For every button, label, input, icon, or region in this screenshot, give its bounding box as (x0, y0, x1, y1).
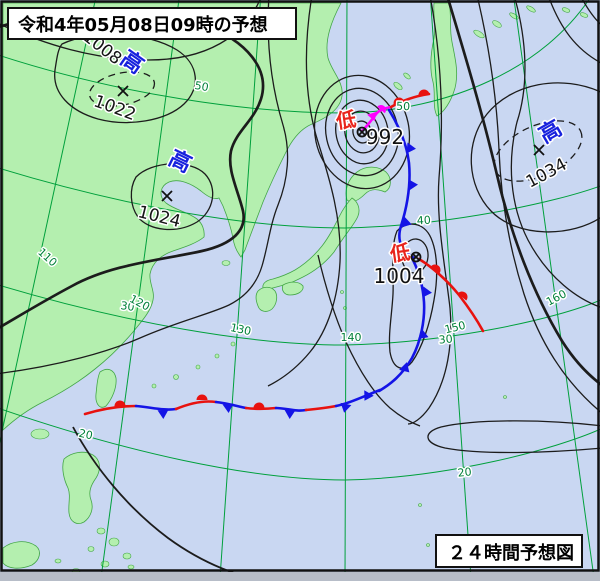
small-islands (30, 5, 589, 572)
coast-taiwan (95, 368, 117, 408)
low-pressure-992: 992 (366, 125, 404, 149)
stationary-front-warm-seg3 (244, 406, 278, 411)
isobar-east-1016 (477, 0, 600, 413)
cold-symbol (406, 142, 416, 154)
footer-box: ２４時間予想図 (435, 534, 583, 568)
isobar-ne-3 (582, 0, 600, 25)
meridian-160e (513, 0, 594, 572)
warm-front-1004 (417, 257, 485, 333)
low-symbol-1004: 低 (387, 240, 411, 267)
warm-front-symbols (114, 89, 468, 409)
isobar-ne-2 (549, 0, 600, 64)
occluded-symbol (367, 111, 377, 122)
cold-symbol (408, 179, 418, 191)
grid-label-140: 140 (341, 331, 362, 344)
grid-label-40: 40 (416, 214, 431, 228)
cold-front-symbols (157, 142, 432, 419)
isobar-1004-inner (401, 238, 429, 274)
high-center-marker (161, 190, 173, 202)
isobar-south-japan (317, 254, 421, 427)
parallel-40n (0, 167, 600, 229)
title-box: 令和4年05月08日09時の予想 (7, 7, 297, 40)
cold-symbol (340, 402, 352, 413)
meridian-110e (0, 0, 96, 444)
coast-shikoku (282, 281, 304, 296)
warm-symbol (457, 291, 468, 301)
parallel-20n (0, 408, 600, 481)
cold-symbol (157, 409, 169, 419)
isobar-992-r3 (335, 99, 389, 165)
footer-box-rect (435, 534, 583, 568)
cold-symbol (401, 216, 412, 228)
parallel-50n (0, 0, 590, 114)
cold-symbol (364, 390, 374, 401)
occluded-front-992 (360, 105, 393, 133)
grid-label-50: 50 (194, 79, 210, 94)
low-center-marker (356, 126, 368, 138)
meridian-140e (344, 0, 348, 572)
warm-symbol (393, 97, 405, 106)
high-center-marker (533, 144, 545, 156)
stationary-front-warm-seg1 (83, 404, 138, 416)
cold-symbol (422, 286, 432, 298)
occluded-front-symbols (367, 105, 386, 122)
cold-front-992 (387, 108, 416, 260)
bottom-strip (0, 572, 600, 581)
low-pressure-1004: 1004 (374, 264, 425, 288)
isobar-1024-ring (130, 163, 214, 231)
chart-title: 令和4年05月08日09時の予想 (17, 14, 268, 36)
stationary-front-cold-seg1 (134, 404, 178, 411)
warm-symbol (430, 264, 441, 274)
warm-symbol (418, 89, 430, 96)
stationary-front-cold-seg4 (334, 388, 382, 408)
high-center-marker (117, 85, 129, 97)
isobar-1020-east-bold (447, 0, 600, 386)
isobar-trough-west (267, 0, 341, 387)
grid-label-20: 20 (457, 465, 472, 479)
coast-sakhalin (430, 2, 458, 117)
coast-kyushu (255, 286, 278, 312)
coast-luzon (62, 451, 100, 524)
chart-type-label: ２４時間予想図 (448, 542, 574, 564)
stationary-front-cold-seg3 (274, 406, 308, 412)
isobar-ne-1 (510, 0, 600, 308)
isobar-992-r2 (344, 110, 380, 154)
warm-symbol (196, 394, 208, 400)
isobar-east-china (0, 0, 289, 374)
warm-symbol (114, 400, 126, 407)
cold-symbol (222, 403, 234, 413)
isobar-hairpin-se (427, 420, 600, 454)
title-box-rect (7, 7, 297, 40)
grid-label-130: 130 (229, 321, 252, 338)
grid-label-30: 30 (438, 332, 453, 346)
isobar-luzon (72, 426, 235, 572)
cold-symbol (284, 409, 296, 419)
stationary-front-warm-seg2 (174, 400, 218, 411)
low-symbol-992: 低 (333, 107, 357, 134)
low-center-marker (410, 251, 422, 263)
meridian-130e (219, 0, 261, 572)
isobar-1034-inner-dashed (493, 120, 583, 182)
isobar-992-r5 (313, 74, 411, 190)
isobar-992-r1 (352, 120, 372, 144)
grid-label-30: 30 (120, 299, 136, 314)
isobar-1022-inner-dashed (88, 71, 156, 107)
warm-symbol (253, 402, 265, 409)
grid-label-50: 50 (396, 100, 410, 113)
parallel-30n (0, 284, 600, 346)
isobar-1004-outer (388, 223, 438, 369)
coast-corner-island (2, 541, 40, 569)
cold-symbol (399, 362, 410, 373)
cold-symbol (418, 328, 429, 340)
grid-label-20: 20 (78, 427, 94, 443)
occluded-symbol (377, 105, 386, 114)
front-layer (83, 89, 485, 419)
isobar-1034-ring (470, 82, 600, 233)
stationary-front-warm-seg4 (304, 404, 338, 412)
meridian-120e (101, 0, 180, 572)
